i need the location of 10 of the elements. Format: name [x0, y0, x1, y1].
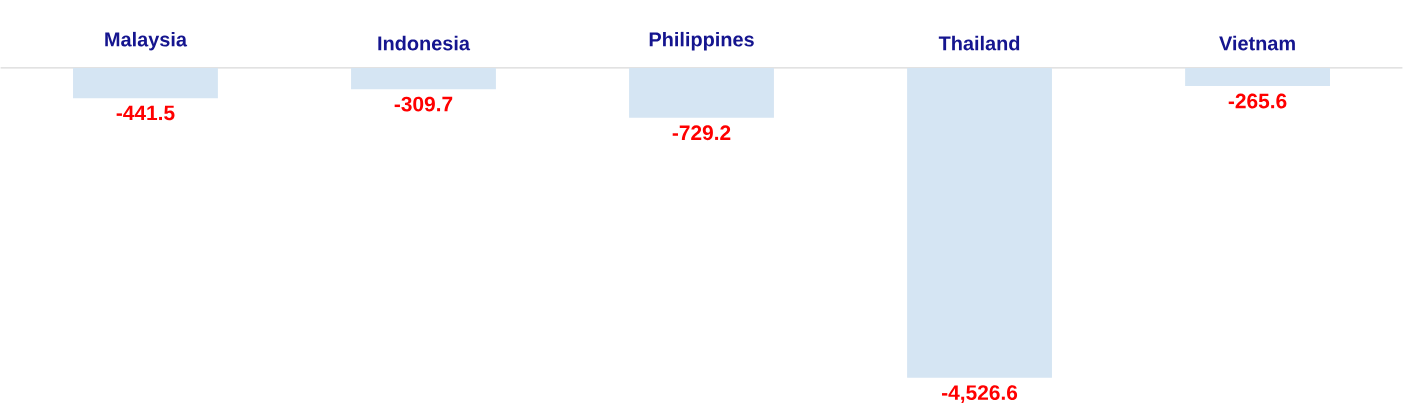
data-label: -4,526.6 — [941, 385, 1018, 404]
data-label: -729.2 — [672, 125, 731, 141]
data-label: -441.5 — [116, 105, 175, 121]
x-tick-label: Vietnam — [1219, 36, 1295, 51]
data-label: -265.6 — [1228, 93, 1287, 109]
x-tick-label: Indonesia — [378, 36, 471, 51]
data-label: -309.7 — [394, 96, 453, 112]
x-tick-label: Thailand — [938, 36, 1020, 51]
x-tick-label: Malaysia — [105, 32, 188, 51]
x-tick-label: Philippines — [649, 32, 754, 51]
